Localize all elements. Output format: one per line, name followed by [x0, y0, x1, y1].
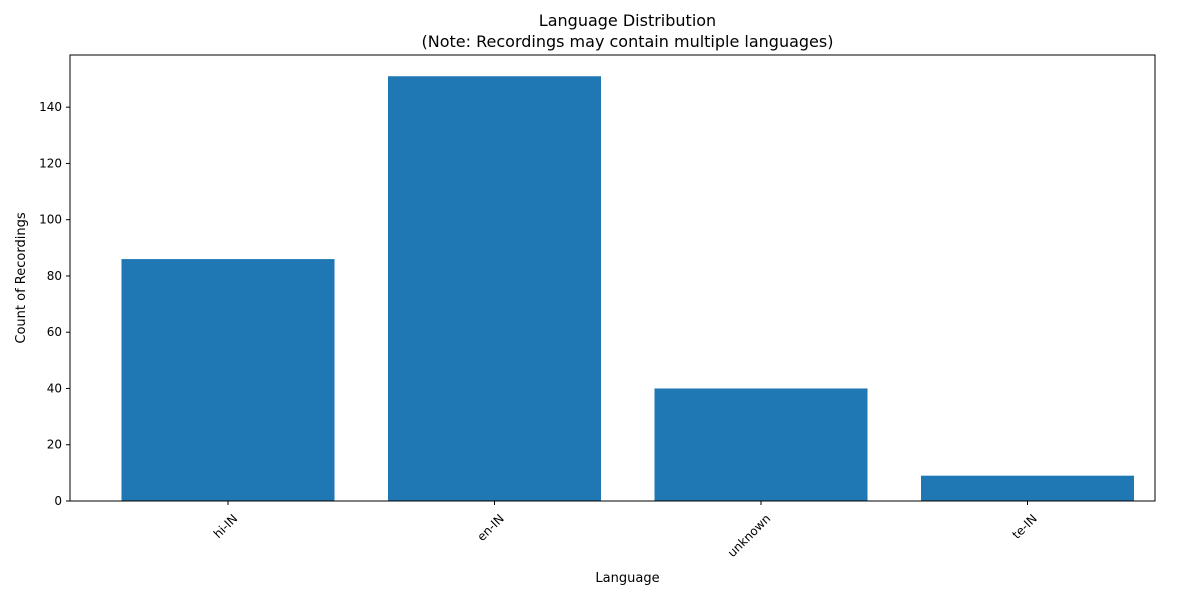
chart-subtitle: (Note: Recordings may contain multiple l…: [422, 32, 834, 51]
chart-title: Language Distribution: [539, 11, 716, 30]
y-tick-label: 80: [47, 269, 62, 283]
x-axis: hi-IN en-IN unknown te-IN: [211, 501, 1040, 560]
bar-en-IN: [388, 76, 601, 501]
x-axis-label: Language: [595, 571, 659, 586]
x-tick-label: te-IN: [1009, 511, 1039, 541]
x-tick-label: unknown: [725, 511, 773, 559]
y-tick-label: 140: [39, 100, 62, 114]
y-tick-label: 0: [54, 494, 62, 508]
y-tick-label: 40: [47, 381, 62, 395]
bar-unknown: [654, 388, 868, 501]
y-axis: 0 20 40 60 80 100 120 140: [39, 100, 70, 508]
y-tick-label: 20: [47, 438, 62, 452]
bars-layer: [121, 76, 1134, 501]
y-axis-label: Count of Recordings: [14, 212, 29, 343]
y-tick-label: 60: [47, 325, 62, 339]
x-tick-label: en-IN: [474, 511, 506, 543]
plot-frame: [69, 54, 1156, 502]
y-tick-label: 120: [39, 156, 62, 170]
bar-hi-IN: [121, 259, 335, 501]
x-tick-label: hi-IN: [211, 511, 241, 541]
y-tick-label: 100: [39, 213, 62, 227]
bar-te-IN: [921, 475, 1134, 501]
